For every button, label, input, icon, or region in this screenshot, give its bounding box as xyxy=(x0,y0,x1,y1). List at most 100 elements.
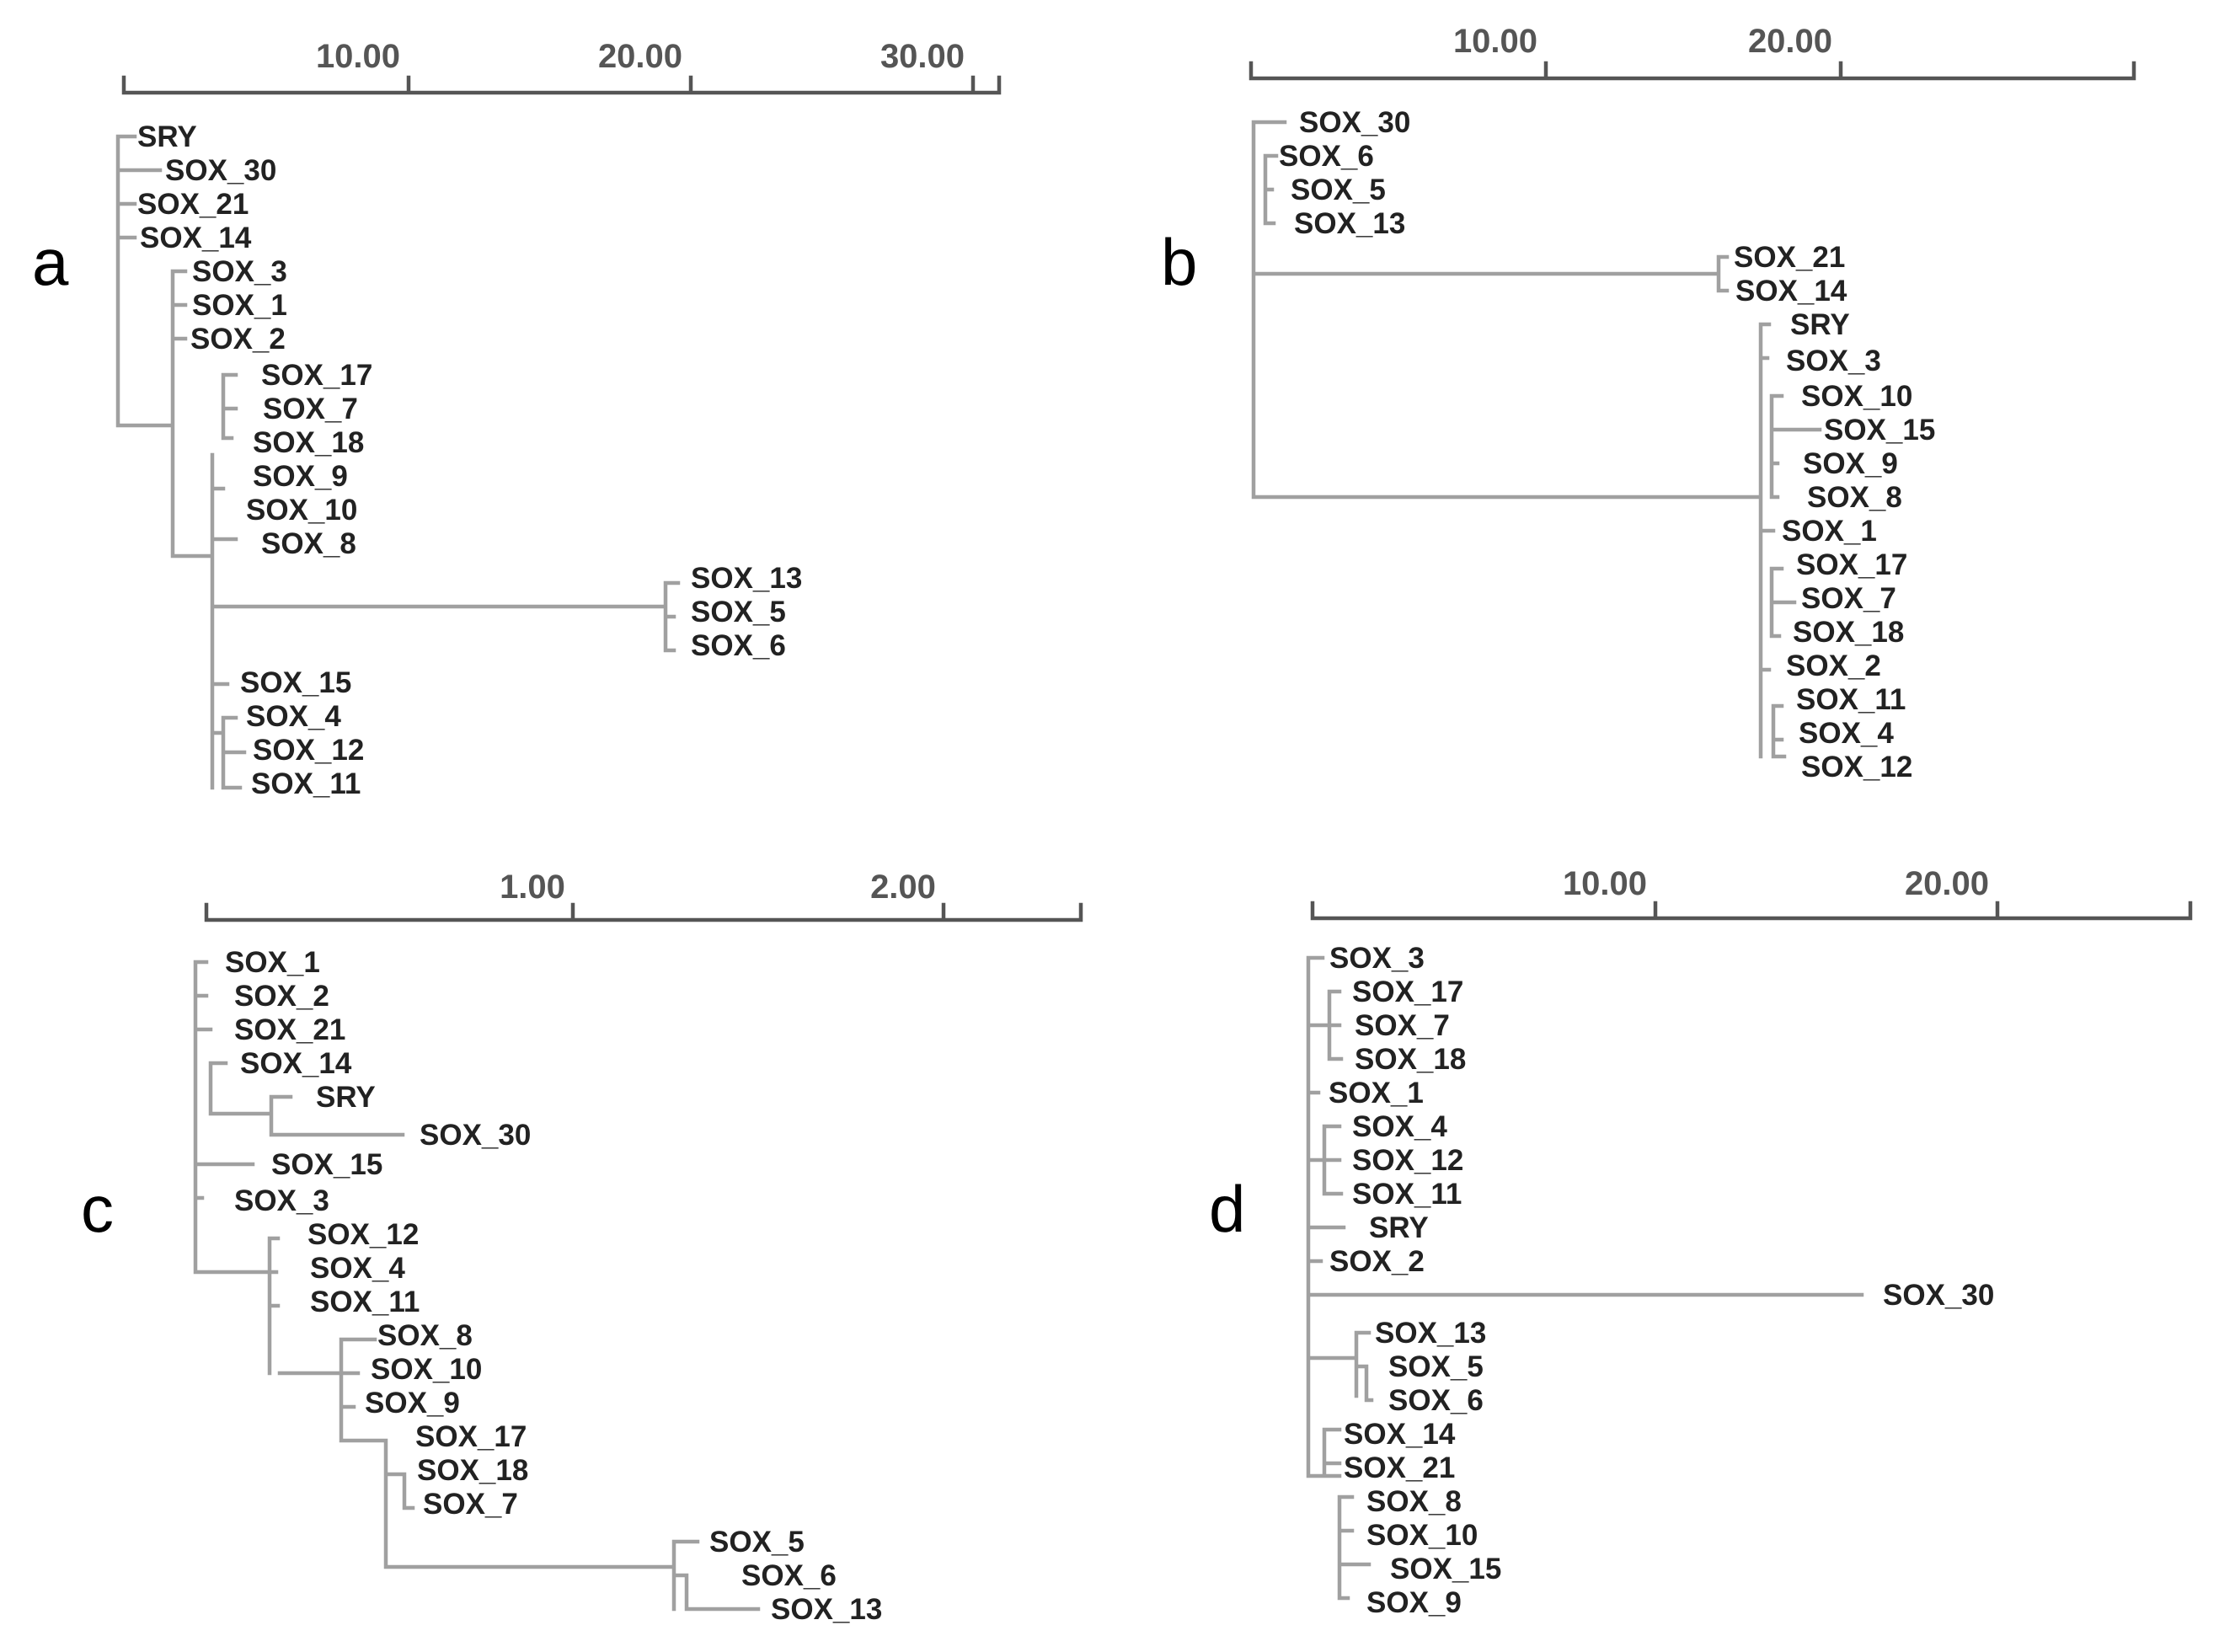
leaf-label: SOX_9 xyxy=(365,1387,460,1419)
leaf-label: SOX_30 xyxy=(1299,106,1410,139)
leaf-label: SOX_17 xyxy=(1352,976,1463,1008)
leaf-label: SOX_18 xyxy=(1793,616,1904,649)
leaf-label: SOX_5 xyxy=(1388,1350,1484,1383)
scale-label: 20.00 xyxy=(1905,865,1989,902)
scale-label: 1.00 xyxy=(500,869,565,906)
tree-panel-c: c 1.00 2.00 SOX_1 SOX_2 SOX_21 SOX_14 SR… xyxy=(81,869,1083,1626)
scale-axis-b: 10.00 20.00 xyxy=(1249,23,2136,81)
leaf-label: SOX_17 xyxy=(1796,548,1907,581)
scale-axis-c: 1.00 2.00 xyxy=(204,869,1083,922)
leaf-label: SOX_2 xyxy=(1786,650,1881,682)
leaf-label: SOX_12 xyxy=(253,734,364,767)
leaf-label: SOX_21 xyxy=(137,188,249,221)
leaf-label: SRY xyxy=(1369,1211,1429,1244)
tree-panel-d: d 10.00 20.00 SOX_3 SOX_17 SOX_7 SOX_18 … xyxy=(1209,865,2193,1619)
leaf-label: SOX_6 xyxy=(1388,1384,1484,1417)
leaf-label: SOX_7 xyxy=(1801,582,1896,615)
leaf-label: SOX_17 xyxy=(261,359,372,392)
leaf-label: SRY xyxy=(1790,308,1850,341)
leaf-label: SOX_30 xyxy=(420,1119,531,1152)
leaf-label: SOX_8 xyxy=(1366,1485,1462,1518)
scale-axis-a: 10.00 20.00 30.00 xyxy=(121,38,1002,95)
leaf-label: SOX_15 xyxy=(1390,1553,1501,1585)
leaf-label: SOX_14 xyxy=(1735,275,1847,307)
tree-branches-c xyxy=(193,960,761,1612)
leaf-label: SOX_13 xyxy=(1294,207,1405,240)
leaf-labels-a: SRY SOX_30 SOX_21 SOX_14 SOX_3 SOX_1 SOX… xyxy=(137,120,802,800)
panel-label-c: c xyxy=(81,1172,114,1246)
leaf-label: SOX_12 xyxy=(1352,1144,1463,1177)
leaf-label: SOX_2 xyxy=(1329,1245,1425,1278)
leaf-label: SOX_11 xyxy=(1796,683,1906,716)
leaf-label: SOX_6 xyxy=(741,1559,837,1592)
leaf-labels-b: SOX_30 SOX_6 SOX_5 SOX_13 SOX_21 SOX_14 … xyxy=(1279,106,1935,783)
leaf-label: SOX_1 xyxy=(1329,1077,1424,1109)
leaf-label: SOX_3 xyxy=(1786,345,1881,377)
leaf-label: SOX_3 xyxy=(1329,942,1425,975)
panel-label-a: a xyxy=(32,225,69,299)
scale-label: 30.00 xyxy=(880,38,965,75)
leaf-label: SOX_11 xyxy=(1352,1178,1462,1211)
leaf-label: SOX_30 xyxy=(1883,1279,1994,1312)
leaf-label: SOX_21 xyxy=(1734,241,1845,274)
leaf-label: SOX_15 xyxy=(1824,414,1935,446)
leaf-label: SOX_7 xyxy=(263,393,358,425)
leaf-label: SRY xyxy=(137,120,197,153)
leaf-label: SOX_15 xyxy=(271,1148,382,1181)
leaf-label: SOX_7 xyxy=(423,1488,518,1521)
tree-panel-a: a 10.00 20.00 30.00 SRY SOX_30 SOX_21 SO… xyxy=(32,38,1002,800)
leaf-label: SOX_13 xyxy=(691,562,802,595)
leaf-label: SOX_8 xyxy=(1807,481,1902,514)
leaf-label: SOX_18 xyxy=(417,1454,528,1487)
leaf-label: SOX_18 xyxy=(1355,1043,1466,1076)
tree-branches-d xyxy=(1306,955,1864,1601)
leaf-label: SOX_4 xyxy=(246,700,341,733)
leaf-label: SOX_14 xyxy=(240,1047,352,1080)
leaf-label: SOX_18 xyxy=(253,426,364,459)
scale-label: 2.00 xyxy=(870,869,936,906)
leaf-label: SOX_11 xyxy=(310,1286,420,1318)
leaf-label: SOX_21 xyxy=(1344,1452,1455,1484)
panel-label-b: b xyxy=(1161,225,1197,299)
leaf-label: SOX_9 xyxy=(1803,447,1898,480)
leaf-label: SOX_12 xyxy=(307,1218,419,1251)
tree-branches-a xyxy=(115,134,681,790)
leaf-label: SOX_13 xyxy=(1375,1317,1486,1350)
leaf-label: SOX_8 xyxy=(261,527,356,560)
leaf-label: SOX_10 xyxy=(1366,1519,1478,1552)
leaf-label: SOX_11 xyxy=(251,767,361,800)
leaf-label: SOX_1 xyxy=(225,946,320,979)
leaf-label: SOX_21 xyxy=(234,1013,345,1046)
leaf-label: SOX_4 xyxy=(310,1252,405,1285)
leaf-label: SOX_30 xyxy=(165,154,276,187)
leaf-labels-d: SOX_3 SOX_17 SOX_7 SOX_18 SOX_1 SOX_4 SO… xyxy=(1329,942,1994,1619)
leaf-label: SOX_1 xyxy=(1782,515,1877,548)
leaf-label: SOX_2 xyxy=(190,323,286,356)
leaf-labels-c: SOX_1 SOX_2 SOX_21 SOX_14 SRY SOX_30 SOX… xyxy=(225,946,882,1626)
tree-branches-b xyxy=(1251,120,1822,759)
scale-axis-d: 10.00 20.00 xyxy=(1310,865,2193,921)
leaf-label: SOX_1 xyxy=(192,289,287,322)
leaf-label: SOX_13 xyxy=(771,1593,882,1626)
leaf-label: SOX_4 xyxy=(1352,1110,1447,1143)
leaf-label: SOX_2 xyxy=(234,980,329,1013)
leaf-label: SOX_12 xyxy=(1801,751,1912,783)
leaf-label: SOX_5 xyxy=(1291,174,1386,206)
leaf-label: SOX_10 xyxy=(1801,380,1912,413)
leaf-label: SOX_9 xyxy=(1366,1586,1462,1619)
panel-label-d: d xyxy=(1209,1172,1245,1246)
leaf-label: SOX_14 xyxy=(1344,1418,1456,1451)
leaf-label: SOX_6 xyxy=(1279,140,1374,173)
leaf-label: SOX_8 xyxy=(377,1319,473,1352)
leaf-label: SOX_6 xyxy=(691,629,786,662)
leaf-label: SOX_5 xyxy=(691,596,786,628)
scale-label: 10.00 xyxy=(1563,865,1647,902)
leaf-label: SRY xyxy=(316,1081,376,1114)
leaf-label: SOX_3 xyxy=(192,255,287,288)
leaf-label: SOX_14 xyxy=(140,222,252,254)
leaf-label: SOX_9 xyxy=(253,460,348,493)
leaf-label: SOX_3 xyxy=(234,1184,329,1217)
leaf-label: SOX_4 xyxy=(1799,717,1894,750)
leaf-label: SOX_7 xyxy=(1355,1009,1450,1042)
leaf-label: SOX_10 xyxy=(246,494,357,527)
